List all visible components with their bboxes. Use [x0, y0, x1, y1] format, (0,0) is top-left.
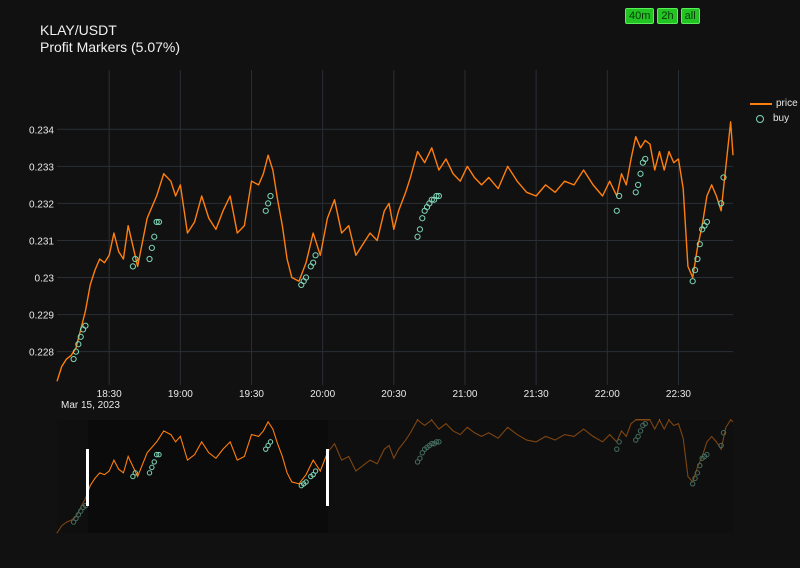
- range-slider-buy-marker: [267, 439, 274, 445]
- buy-marker: [146, 255, 153, 263]
- buy-marker: [613, 207, 620, 214]
- y-tick-label: 0.234: [29, 125, 54, 136]
- buy-marker: [416, 226, 424, 233]
- price-line: [56, 121, 734, 382]
- range-slider-buy-marker: [303, 479, 309, 485]
- y-tick-label: 0.232: [29, 199, 54, 210]
- range-slider-buy-marker: [263, 446, 269, 452]
- buy-marker: [689, 278, 696, 285]
- buy-marker: [262, 207, 269, 214]
- range-slider-buy-marker: [149, 464, 155, 471]
- x-date-label: Mar 15, 2023: [61, 400, 120, 411]
- x-tick-label: 21:00: [452, 389, 477, 400]
- legend-price-swatch: [750, 102, 772, 105]
- range-slider-mask-left: [57, 420, 88, 533]
- x-tick-label: 18:30: [97, 389, 122, 400]
- buy-marker: [720, 174, 727, 181]
- range-slider[interactable]: [56, 418, 734, 534]
- buy-marker: [77, 333, 84, 340]
- range-button-all[interactable]: all: [680, 8, 700, 24]
- buy-marker: [82, 322, 89, 329]
- x-tick-label: 19:30: [239, 389, 264, 400]
- buy-marker: [72, 348, 80, 355]
- buy-marker: [718, 200, 725, 207]
- buy-marker: [70, 355, 77, 363]
- buy-marker: [637, 170, 644, 177]
- buy-marker: [414, 233, 421, 240]
- buy-marker: [696, 241, 703, 248]
- range-slider-buy-marker: [151, 459, 157, 465]
- range-slider-buy-marker: [156, 451, 162, 458]
- buy-marker: [433, 192, 440, 200]
- buy-marker: [694, 255, 701, 263]
- buy-marker: [419, 215, 426, 222]
- x-tick-label: 22:00: [595, 389, 620, 400]
- x-tick-label: 20:00: [310, 389, 335, 400]
- legend-item-price[interactable]: price: [750, 96, 798, 111]
- x-tick-label: 21:30: [524, 389, 549, 400]
- buy-marker: [635, 181, 642, 188]
- buy-marker: [265, 200, 272, 207]
- buy-marker: [148, 244, 155, 251]
- buy-marker: [153, 218, 160, 226]
- x-tick-label: 22:30: [666, 389, 691, 400]
- buy-marker: [312, 252, 319, 259]
- buy-marker: [642, 155, 649, 163]
- buy-marker: [302, 274, 310, 281]
- buy-marker: [435, 192, 442, 200]
- chart-title-block: KLAY/USDT Profit Markers (5.07%): [40, 22, 180, 56]
- range-slider-buy-marker: [146, 470, 153, 476]
- range-slider-handle-left[interactable]: [86, 449, 89, 506]
- y-tick-label: 0.229: [29, 311, 54, 322]
- legend: price buy: [750, 96, 798, 126]
- x-tick-label: 19:00: [168, 389, 193, 400]
- range-slider-buy-marker: [312, 468, 319, 474]
- buy-marker: [691, 267, 699, 274]
- grid: 0.228 0.229 0.23 0.231 0.232 0.233 0.234 18:30 1…: [29, 70, 733, 411]
- buy-marker: [703, 218, 711, 226]
- legend-buy-label: buy: [773, 113, 790, 124]
- y-tick-label: 0.231: [29, 236, 54, 247]
- buy-marker: [129, 263, 137, 270]
- range-selector: 40m 2h all: [625, 8, 700, 24]
- legend-item-buy[interactable]: buy: [750, 111, 798, 126]
- range-slider-buy-marker: [310, 471, 316, 478]
- buy-marker: [267, 192, 274, 200]
- buy-marker: [632, 189, 639, 196]
- legend-price-label: price: [776, 98, 798, 109]
- range-button-40m[interactable]: 40m: [625, 8, 655, 24]
- buy-marker: [151, 233, 158, 240]
- y-tick-label: 0.23: [35, 274, 55, 285]
- range-slider-buy-marker: [265, 442, 271, 449]
- range-slider-mask-right: [328, 420, 733, 533]
- buy-marker: [155, 218, 163, 226]
- legend-buy-swatch: [756, 114, 764, 123]
- range-slider-handle-right[interactable]: [326, 449, 329, 506]
- range-slider-buy-marker: [132, 470, 138, 476]
- buy-marker: [616, 192, 623, 200]
- chart-subtitle: Profit Markers (5.07%): [40, 39, 181, 55]
- y-tick-label: 0.233: [29, 162, 54, 173]
- chart-title: KLAY/USDT: [40, 22, 117, 38]
- y-tick-label: 0.228: [29, 348, 54, 359]
- range-slider-buy-marker: [130, 473, 136, 480]
- range-button-2h[interactable]: 2h: [657, 8, 678, 24]
- buy-marker: [132, 255, 139, 263]
- buy-marker: [428, 196, 435, 203]
- buy-marker: [75, 341, 82, 348]
- buy-marker: [310, 259, 317, 266]
- x-tick-label: 20:30: [381, 389, 406, 400]
- range-slider-buy-marker: [153, 451, 160, 458]
- buy-markers: [70, 155, 727, 363]
